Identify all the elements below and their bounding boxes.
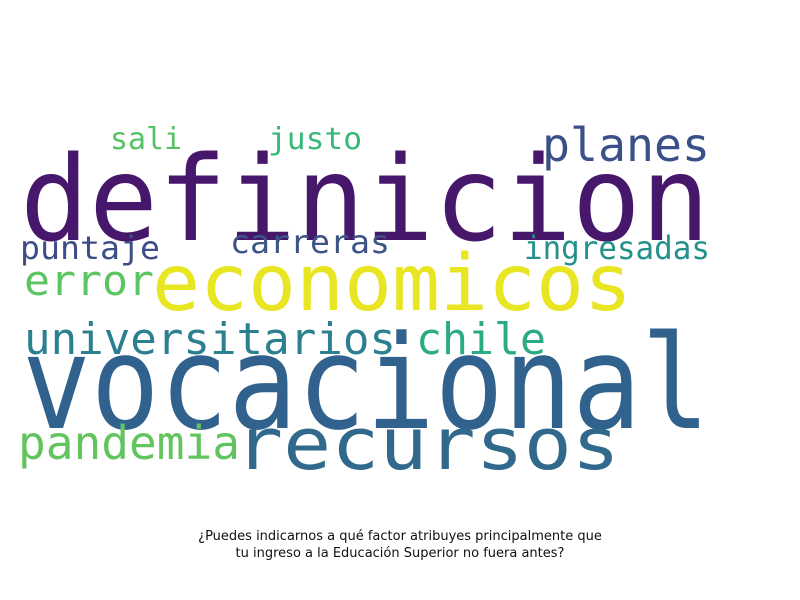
caption-line-1: ¿Puedes indicarnos a qué factor atribuye… <box>198 529 602 544</box>
word-definicion: definicion <box>20 130 710 268</box>
word-sali: sali <box>110 122 183 157</box>
word-vocacional: vocacional <box>22 307 710 459</box>
word-ingresadas: ingresadas <box>524 229 710 267</box>
caption-line-2: tu ingreso a la Educación Superior no fu… <box>235 546 565 561</box>
word-planes: planes <box>542 118 710 172</box>
word-justo: justo <box>268 122 363 157</box>
word-carreras: carreras <box>230 223 390 261</box>
word-recursos: recursos <box>235 402 620 486</box>
word-error: error <box>24 256 154 305</box>
word-universitarios: universitarios <box>24 314 396 365</box>
word-puntaje: puntaje <box>20 229 160 267</box>
word-pandemia: pandemia <box>18 416 241 470</box>
word-economicos: economicos <box>152 239 632 329</box>
word-chile: chile <box>416 314 546 365</box>
question-caption: ¿Puedes indicarnos a qué factor atribuye… <box>150 528 650 562</box>
